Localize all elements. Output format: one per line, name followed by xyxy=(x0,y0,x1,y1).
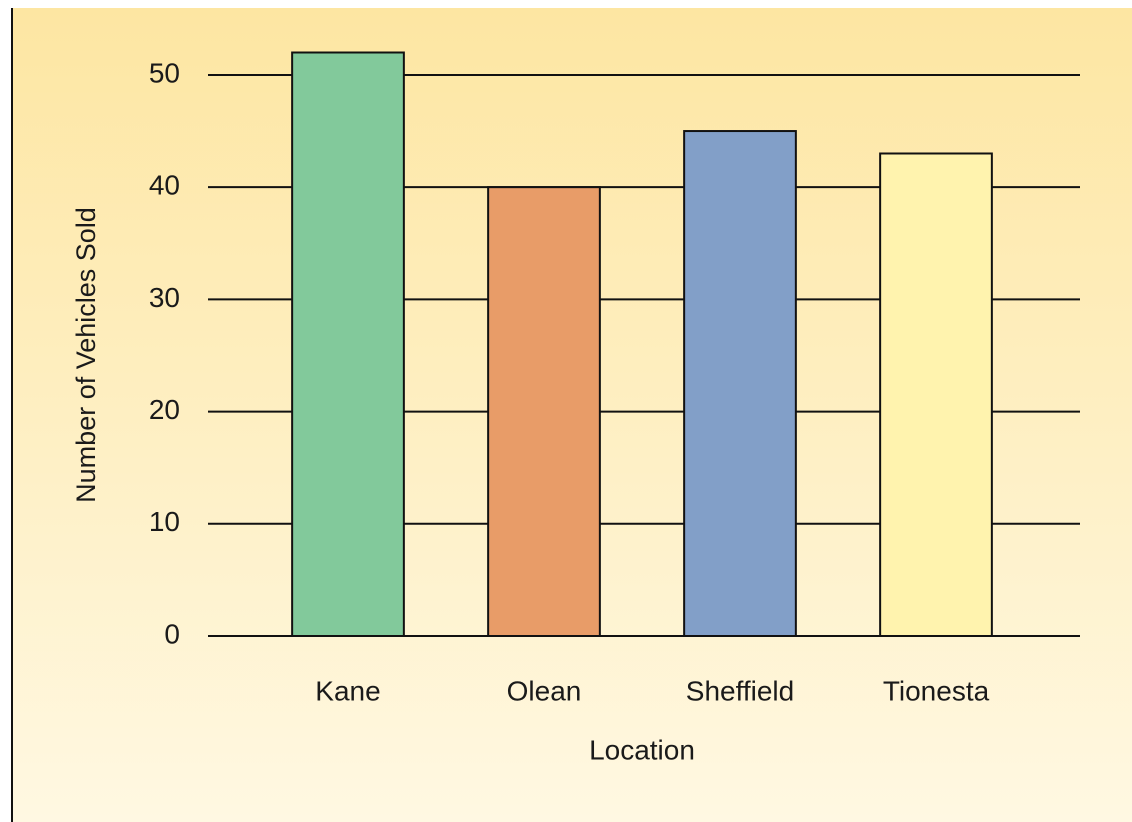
y-tick-label: 40 xyxy=(149,170,180,201)
y-tick-label: 30 xyxy=(149,282,180,313)
x-tick-label: Sheffield xyxy=(686,675,794,706)
x-tick-label: Kane xyxy=(315,675,380,706)
x-axis-title: Location xyxy=(589,734,695,765)
bar xyxy=(291,51,405,637)
bar xyxy=(683,130,797,638)
x-tick-label: Olean xyxy=(507,675,582,706)
y-tick-label: 50 xyxy=(149,57,180,88)
y-axis-title: Number of Vehicles Sold xyxy=(71,207,101,503)
x-tick-label: Tionesta xyxy=(883,675,990,706)
y-tick-label: 0 xyxy=(164,618,180,649)
bar xyxy=(487,186,601,637)
bar xyxy=(879,152,993,637)
y-tick-label: 20 xyxy=(149,394,180,425)
y-tick-label: 10 xyxy=(149,506,180,537)
